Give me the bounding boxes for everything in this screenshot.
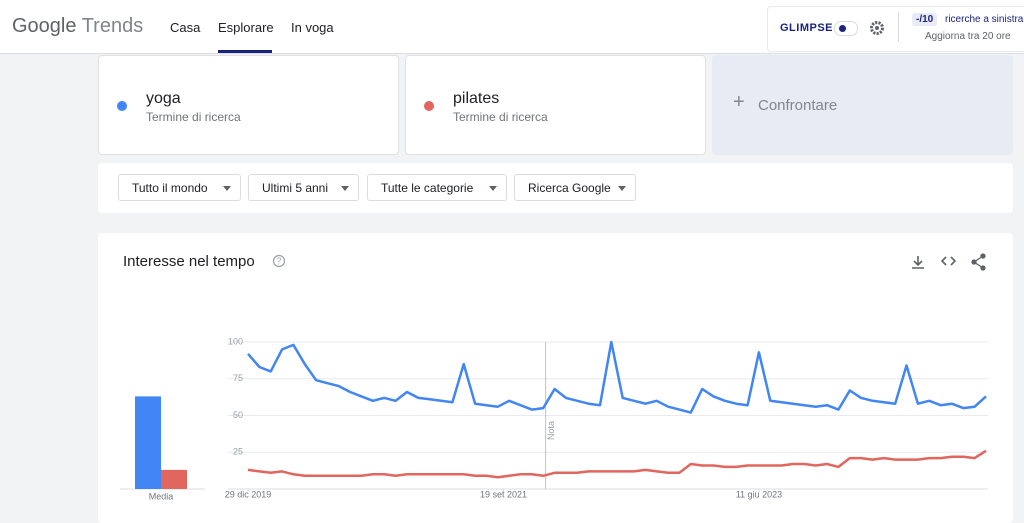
filter-dropdown[interactable]: Ultimi 5 anni xyxy=(248,174,359,201)
y-tick-label: 100 xyxy=(228,336,243,346)
compare-card[interactable]: + Confrontare xyxy=(712,55,1013,155)
svg-text:?: ? xyxy=(277,257,282,266)
filter-dropdown[interactable]: Ricerca Google xyxy=(514,174,636,201)
separator xyxy=(898,12,899,42)
quota-text: ricerche a sinistra xyxy=(945,14,1024,25)
glimpse-logo: GLIMPSE xyxy=(780,22,834,34)
average-bar xyxy=(161,469,187,489)
x-tick-label: 29 dic 2019 xyxy=(225,489,272,499)
term-color xyxy=(424,101,434,111)
term-card[interactable]: pilates Termine di ricerca xyxy=(405,55,706,155)
y-tick-label: 25 xyxy=(233,447,243,457)
y-tick-label: 50 xyxy=(233,410,243,420)
compare-text: Confrontare xyxy=(758,97,838,114)
download-icon[interactable] xyxy=(912,256,924,269)
settings-icon[interactable] xyxy=(869,20,885,36)
average-bar xyxy=(135,396,161,489)
glimpse-panel xyxy=(767,6,1024,52)
y-tick-label: 75 xyxy=(233,373,243,383)
filter-dropdown[interactable]: Tutte le categorie xyxy=(367,174,507,201)
quota-badge: -/10 xyxy=(912,13,938,26)
annotation-label: Nota xyxy=(546,421,556,440)
plus-icon: + xyxy=(733,91,745,113)
x-tick-label: 11 giu 2023 xyxy=(736,489,782,499)
term-card[interactable]: yoga Termine di ricerca xyxy=(98,55,399,155)
chart-title: Interesse nel tempo xyxy=(123,253,255,270)
nav-link[interactable]: Esplorare xyxy=(218,20,274,35)
glimpse-toggle[interactable] xyxy=(834,21,858,36)
term-name: pilates xyxy=(453,90,500,107)
logo-trends: Trends xyxy=(81,15,144,37)
x-tick-label: 19 set 2021 xyxy=(480,489,527,499)
help-icon[interactable]: ? xyxy=(272,254,286,268)
term-subtitle: Termine di ricerca xyxy=(146,110,241,124)
share-icon[interactable] xyxy=(971,253,986,271)
series-line xyxy=(247,449,987,479)
logo-google: Google xyxy=(12,15,77,37)
series-line xyxy=(247,340,987,414)
term-color xyxy=(117,101,127,111)
refresh-text: Aggiorna tra 20 ore xyxy=(925,31,1011,42)
nav-link[interactable]: Casa xyxy=(170,20,201,35)
nav-active-indicator xyxy=(218,50,272,53)
embed-icon[interactable] xyxy=(940,256,957,266)
filter-dropdown[interactable]: Tutto il mondo xyxy=(118,174,241,201)
logo[interactable]: Google Trends xyxy=(12,15,143,38)
averages-label: Media xyxy=(149,491,174,501)
chart-panel xyxy=(98,233,1013,523)
term-subtitle: Termine di ricerca xyxy=(453,110,548,124)
term-name: yoga xyxy=(146,90,181,107)
nav-link[interactable]: In voga xyxy=(291,20,334,35)
